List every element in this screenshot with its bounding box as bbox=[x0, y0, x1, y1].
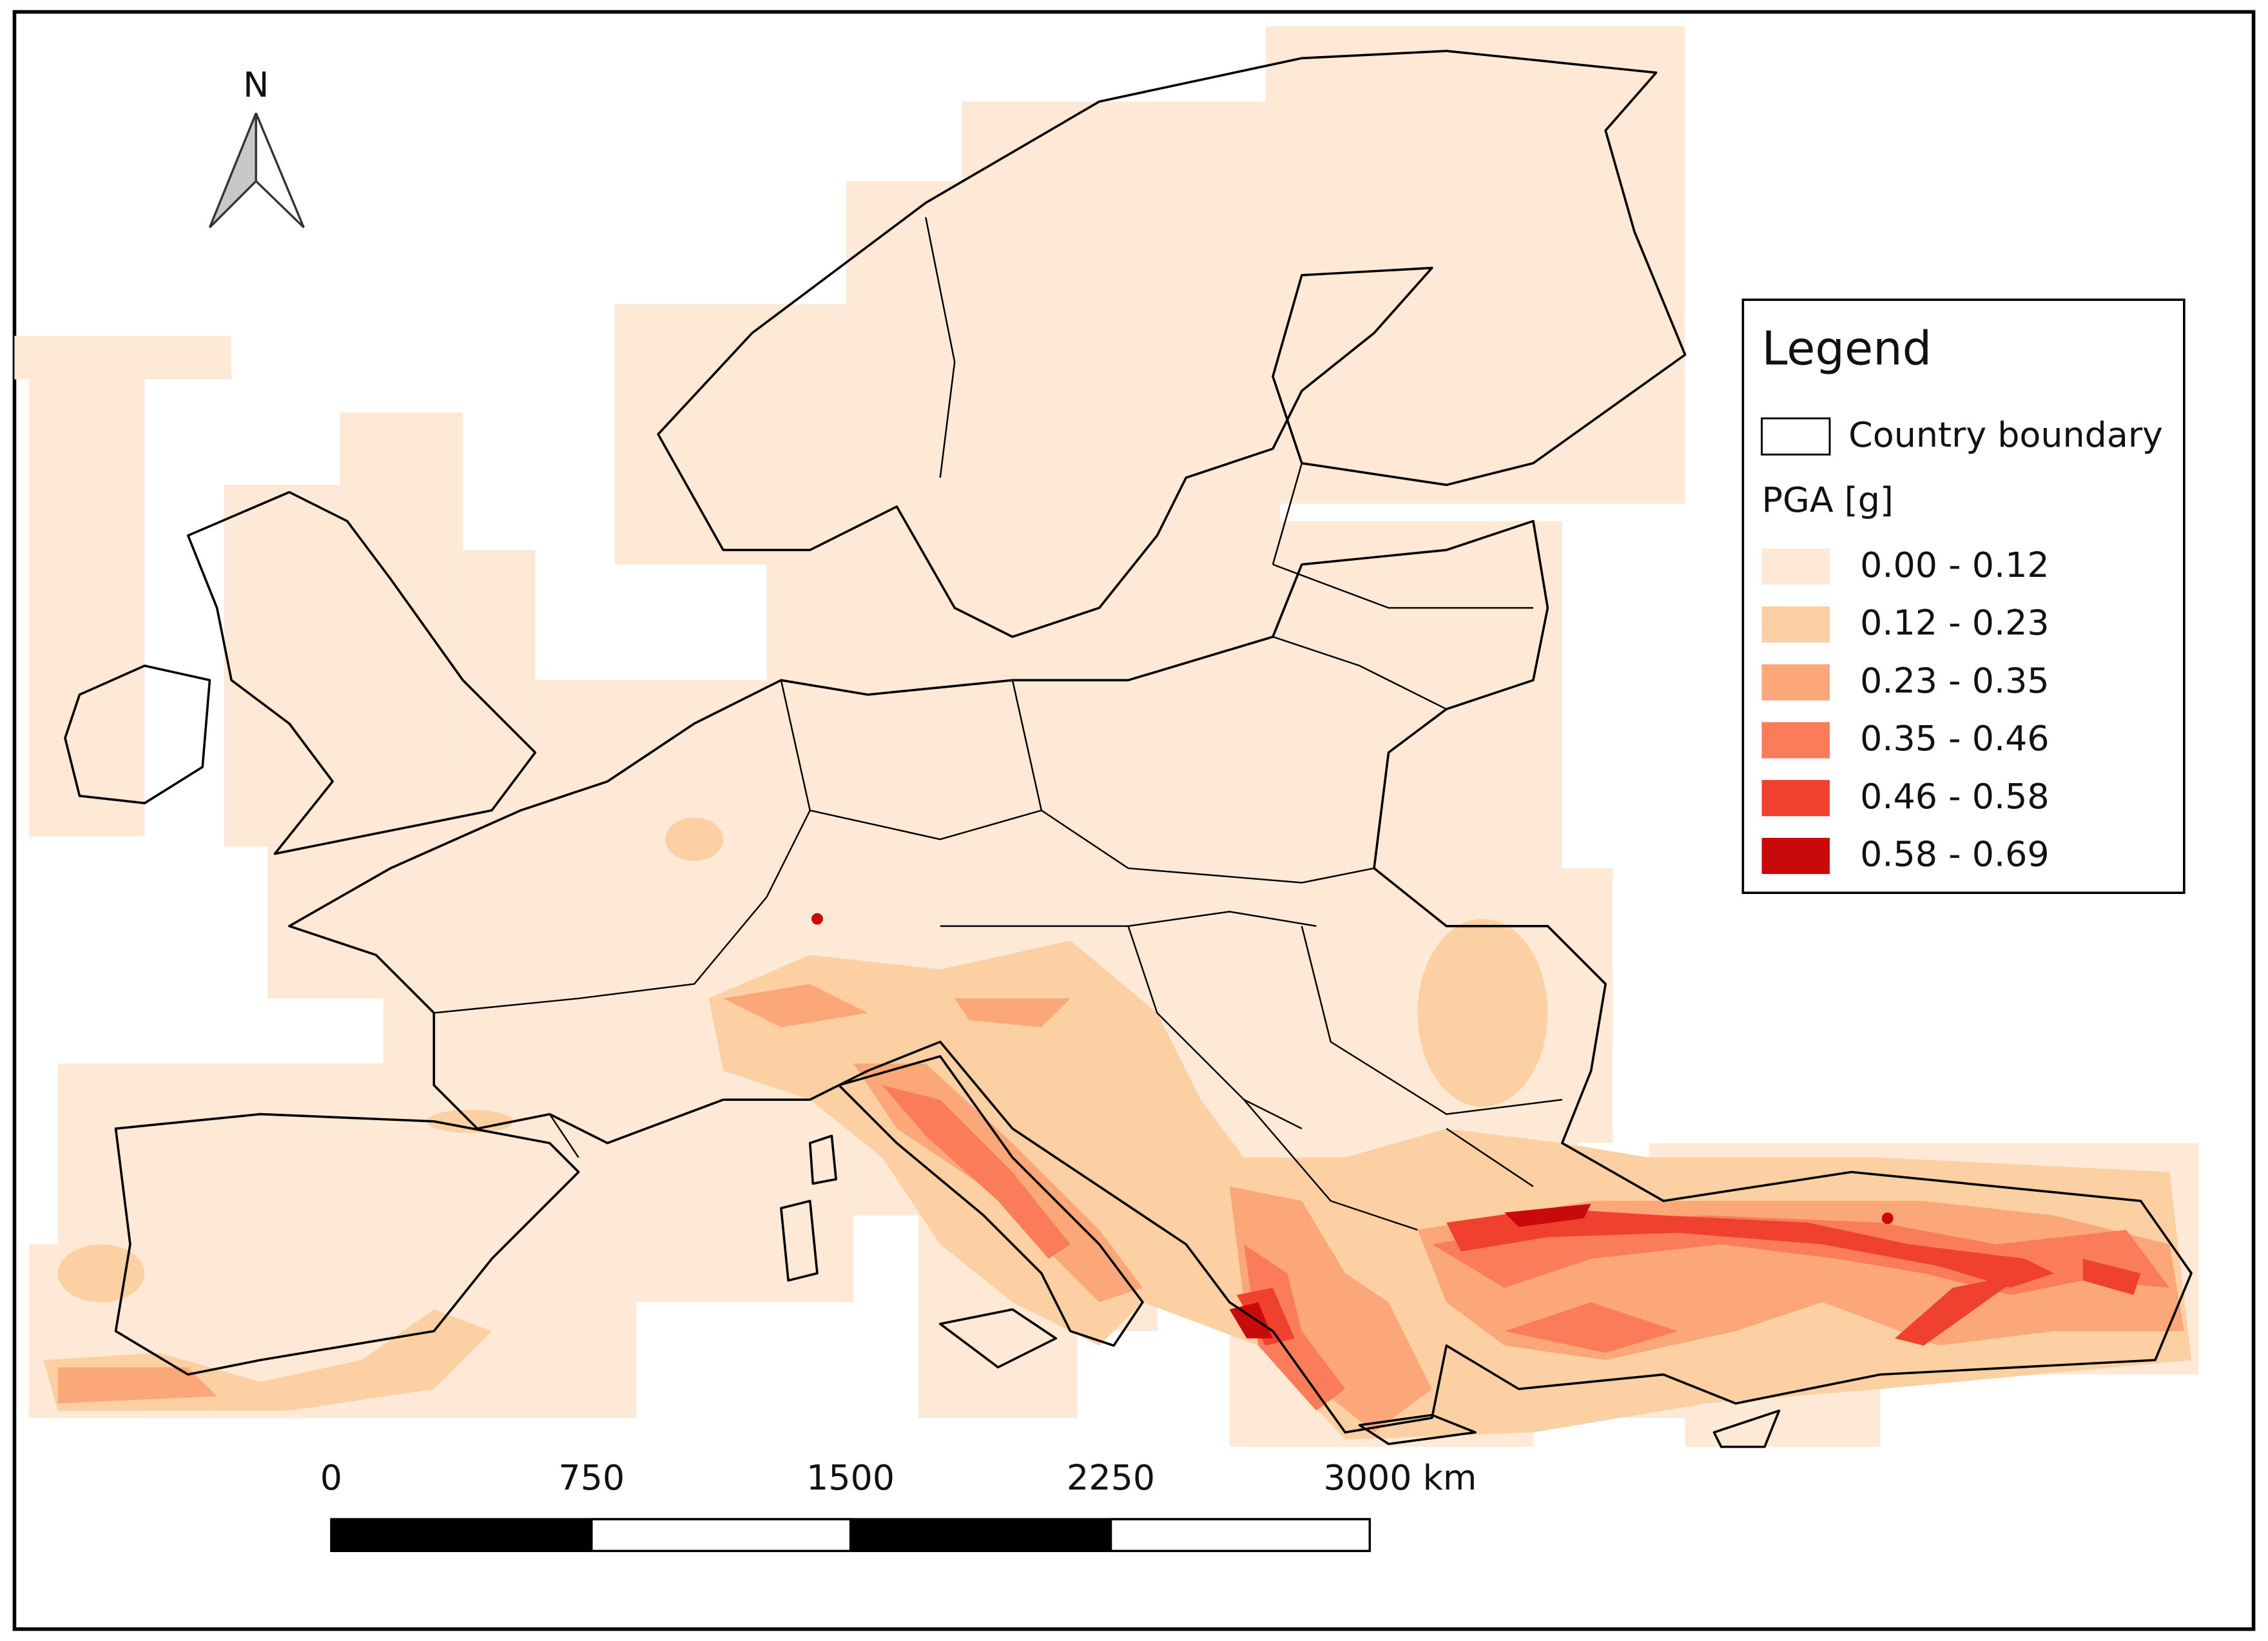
legend-title: Legend bbox=[1762, 321, 1932, 375]
north-label: N bbox=[243, 64, 269, 105]
legend-label: Country boundary bbox=[1848, 414, 2163, 455]
scale-bar: 0 750 1500 2250 3000 km bbox=[320, 1457, 1477, 1553]
legend-label: 0.46 - 0.58 bbox=[1860, 776, 2050, 817]
legend-swatch bbox=[1761, 780, 1830, 817]
legend-swatch bbox=[1761, 606, 1830, 643]
scale-segment bbox=[1109, 1518, 1371, 1553]
scale-label: 2250 bbox=[1067, 1457, 1155, 1498]
north-arrow: N bbox=[208, 64, 305, 229]
legend-label: 0.00 - 0.12 bbox=[1860, 545, 2050, 585]
scale-segment bbox=[590, 1518, 852, 1553]
hazard-class-5 bbox=[811, 913, 1894, 1339]
scale-label: 750 bbox=[558, 1457, 625, 1498]
boundary-swatch bbox=[1761, 417, 1831, 456]
legend-group-title: PGA [g] bbox=[1762, 480, 1894, 520]
legend-swatch bbox=[1761, 837, 1830, 875]
legend-label: 0.23 - 0.35 bbox=[1860, 660, 2050, 701]
scale-label: 3000 km bbox=[1323, 1457, 1477, 1498]
scale-label: 0 bbox=[320, 1457, 342, 1498]
scale-segment bbox=[331, 1519, 592, 1551]
legend-label: 0.35 - 0.46 bbox=[1860, 718, 2050, 759]
legend-label: 0.58 - 0.69 bbox=[1860, 834, 2050, 875]
legend: Legend Country boundary PGA [g] 0.00 - 0… bbox=[1741, 298, 2186, 895]
scale-frame bbox=[330, 1518, 1371, 1553]
country-boundaries bbox=[64, 50, 2193, 1448]
legend-swatch bbox=[1761, 549, 1830, 585]
legend-swatch bbox=[1761, 722, 1830, 759]
legend-swatch bbox=[1761, 664, 1830, 701]
hazard-class-4 bbox=[1236, 1208, 2141, 1346]
scale-segment bbox=[850, 1519, 1111, 1551]
scale-label: 1500 bbox=[806, 1457, 895, 1498]
legend-label: 0.12 - 0.23 bbox=[1860, 603, 2050, 643]
